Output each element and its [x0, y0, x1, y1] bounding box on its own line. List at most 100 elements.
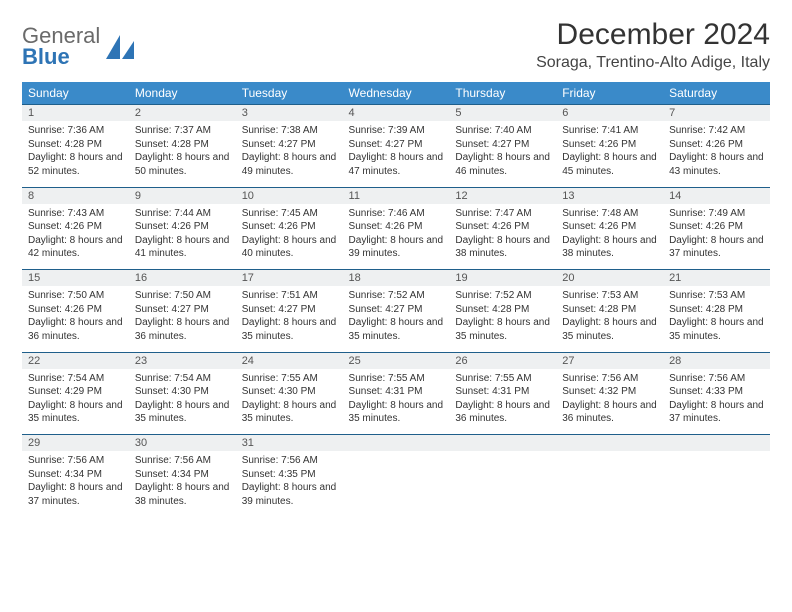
day-number-cell: 31 [236, 435, 343, 452]
day-content-cell: Sunrise: 7:56 AMSunset: 4:34 PMDaylight:… [22, 451, 129, 516]
sunrise-line: Sunrise: 7:56 AM [28, 454, 123, 468]
sunrise-line: Sunrise: 7:42 AM [669, 124, 764, 138]
sunset-line: Sunset: 4:27 PM [455, 138, 550, 152]
sunrise-line: Sunrise: 7:38 AM [242, 124, 337, 138]
day-number-cell: 3 [236, 105, 343, 122]
sunset-line: Sunset: 4:27 PM [349, 138, 444, 152]
sunset-line: Sunset: 4:28 PM [669, 303, 764, 317]
sunset-line: Sunset: 4:27 PM [242, 303, 337, 317]
day-number-cell: 18 [343, 270, 450, 287]
sunset-line: Sunset: 4:28 PM [455, 303, 550, 317]
daylight-line: Daylight: 8 hours and 36 minutes. [28, 316, 123, 343]
daylight-line: Daylight: 8 hours and 37 minutes. [28, 481, 123, 508]
day-number-cell: 25 [343, 352, 450, 369]
sunrise-line: Sunrise: 7:53 AM [669, 289, 764, 303]
sunrise-line: Sunrise: 7:50 AM [135, 289, 230, 303]
sunrise-line: Sunrise: 7:52 AM [349, 289, 444, 303]
sunrise-line: Sunrise: 7:50 AM [28, 289, 123, 303]
daylight-line: Daylight: 8 hours and 35 minutes. [349, 316, 444, 343]
day-number-cell: 30 [129, 435, 236, 452]
sunset-line: Sunset: 4:28 PM [562, 303, 657, 317]
daylight-line: Daylight: 8 hours and 36 minutes. [135, 316, 230, 343]
sunset-line: Sunset: 4:26 PM [562, 138, 657, 152]
day-number-cell [663, 435, 770, 452]
day-number-cell: 12 [449, 187, 556, 204]
day-number-cell: 10 [236, 187, 343, 204]
day-number-cell: 17 [236, 270, 343, 287]
day-content-cell: Sunrise: 7:41 AMSunset: 4:26 PMDaylight:… [556, 121, 663, 187]
day-number-row: 22232425262728 [22, 352, 770, 369]
day-number-cell: 7 [663, 105, 770, 122]
sunrise-line: Sunrise: 7:55 AM [349, 372, 444, 386]
day-content-cell: Sunrise: 7:53 AMSunset: 4:28 PMDaylight:… [663, 286, 770, 352]
sunset-line: Sunset: 4:26 PM [135, 220, 230, 234]
daylight-line: Daylight: 8 hours and 35 minutes. [455, 316, 550, 343]
day-content-cell: Sunrise: 7:50 AMSunset: 4:26 PMDaylight:… [22, 286, 129, 352]
sunrise-line: Sunrise: 7:49 AM [669, 207, 764, 221]
logo-word2: Blue [22, 45, 100, 68]
day-number-row: 891011121314 [22, 187, 770, 204]
daylight-line: Daylight: 8 hours and 38 minutes. [455, 234, 550, 261]
daylight-line: Daylight: 8 hours and 37 minutes. [669, 399, 764, 426]
day-content-row: Sunrise: 7:56 AMSunset: 4:34 PMDaylight:… [22, 451, 770, 516]
weekday-header: Wednesday [343, 82, 450, 105]
daylight-line: Daylight: 8 hours and 35 minutes. [669, 316, 764, 343]
day-content-row: Sunrise: 7:36 AMSunset: 4:28 PMDaylight:… [22, 121, 770, 187]
day-number-cell: 21 [663, 270, 770, 287]
sunset-line: Sunset: 4:28 PM [135, 138, 230, 152]
daylight-line: Daylight: 8 hours and 49 minutes. [242, 151, 337, 178]
day-content-cell: Sunrise: 7:54 AMSunset: 4:29 PMDaylight:… [22, 369, 129, 435]
sunrise-line: Sunrise: 7:44 AM [135, 207, 230, 221]
day-content-cell: Sunrise: 7:56 AMSunset: 4:35 PMDaylight:… [236, 451, 343, 516]
sunset-line: Sunset: 4:33 PM [669, 385, 764, 399]
sunset-line: Sunset: 4:26 PM [455, 220, 550, 234]
daylight-line: Daylight: 8 hours and 41 minutes. [135, 234, 230, 261]
day-content-cell: Sunrise: 7:46 AMSunset: 4:26 PMDaylight:… [343, 204, 450, 270]
day-content-cell [663, 451, 770, 516]
day-number-cell: 4 [343, 105, 450, 122]
day-content-cell: Sunrise: 7:44 AMSunset: 4:26 PMDaylight:… [129, 204, 236, 270]
sunrise-line: Sunrise: 7:51 AM [242, 289, 337, 303]
day-content-cell: Sunrise: 7:36 AMSunset: 4:28 PMDaylight:… [22, 121, 129, 187]
day-content-cell: Sunrise: 7:56 AMSunset: 4:33 PMDaylight:… [663, 369, 770, 435]
sunrise-line: Sunrise: 7:39 AM [349, 124, 444, 138]
day-number-cell: 5 [449, 105, 556, 122]
day-content-cell: Sunrise: 7:51 AMSunset: 4:27 PMDaylight:… [236, 286, 343, 352]
day-number-cell: 27 [556, 352, 663, 369]
logo: General Blue [22, 18, 138, 68]
day-number-cell: 9 [129, 187, 236, 204]
day-number-row: 293031 [22, 435, 770, 452]
sunset-line: Sunset: 4:28 PM [28, 138, 123, 152]
daylight-line: Daylight: 8 hours and 39 minutes. [349, 234, 444, 261]
day-number-cell [343, 435, 450, 452]
day-content-cell: Sunrise: 7:56 AMSunset: 4:34 PMDaylight:… [129, 451, 236, 516]
sunrise-line: Sunrise: 7:56 AM [242, 454, 337, 468]
sunset-line: Sunset: 4:26 PM [28, 220, 123, 234]
day-number-cell [449, 435, 556, 452]
daylight-line: Daylight: 8 hours and 35 minutes. [135, 399, 230, 426]
calendar-table: Sunday Monday Tuesday Wednesday Thursday… [22, 82, 770, 516]
day-number-cell: 2 [129, 105, 236, 122]
sunset-line: Sunset: 4:31 PM [455, 385, 550, 399]
day-number-cell: 14 [663, 187, 770, 204]
sunrise-line: Sunrise: 7:54 AM [28, 372, 123, 386]
day-content-cell [343, 451, 450, 516]
daylight-line: Daylight: 8 hours and 38 minutes. [562, 234, 657, 261]
day-content-cell: Sunrise: 7:52 AMSunset: 4:27 PMDaylight:… [343, 286, 450, 352]
sunrise-line: Sunrise: 7:52 AM [455, 289, 550, 303]
daylight-line: Daylight: 8 hours and 52 minutes. [28, 151, 123, 178]
daylight-line: Daylight: 8 hours and 35 minutes. [349, 399, 444, 426]
day-number-cell: 19 [449, 270, 556, 287]
daylight-line: Daylight: 8 hours and 37 minutes. [669, 234, 764, 261]
sunrise-line: Sunrise: 7:41 AM [562, 124, 657, 138]
sunset-line: Sunset: 4:29 PM [28, 385, 123, 399]
daylight-line: Daylight: 8 hours and 38 minutes. [135, 481, 230, 508]
day-content-cell: Sunrise: 7:38 AMSunset: 4:27 PMDaylight:… [236, 121, 343, 187]
sunrise-line: Sunrise: 7:54 AM [135, 372, 230, 386]
sunrise-line: Sunrise: 7:46 AM [349, 207, 444, 221]
day-number-cell: 24 [236, 352, 343, 369]
sunrise-line: Sunrise: 7:55 AM [242, 372, 337, 386]
day-content-cell: Sunrise: 7:37 AMSunset: 4:28 PMDaylight:… [129, 121, 236, 187]
day-number-cell: 1 [22, 105, 129, 122]
sunrise-line: Sunrise: 7:56 AM [135, 454, 230, 468]
